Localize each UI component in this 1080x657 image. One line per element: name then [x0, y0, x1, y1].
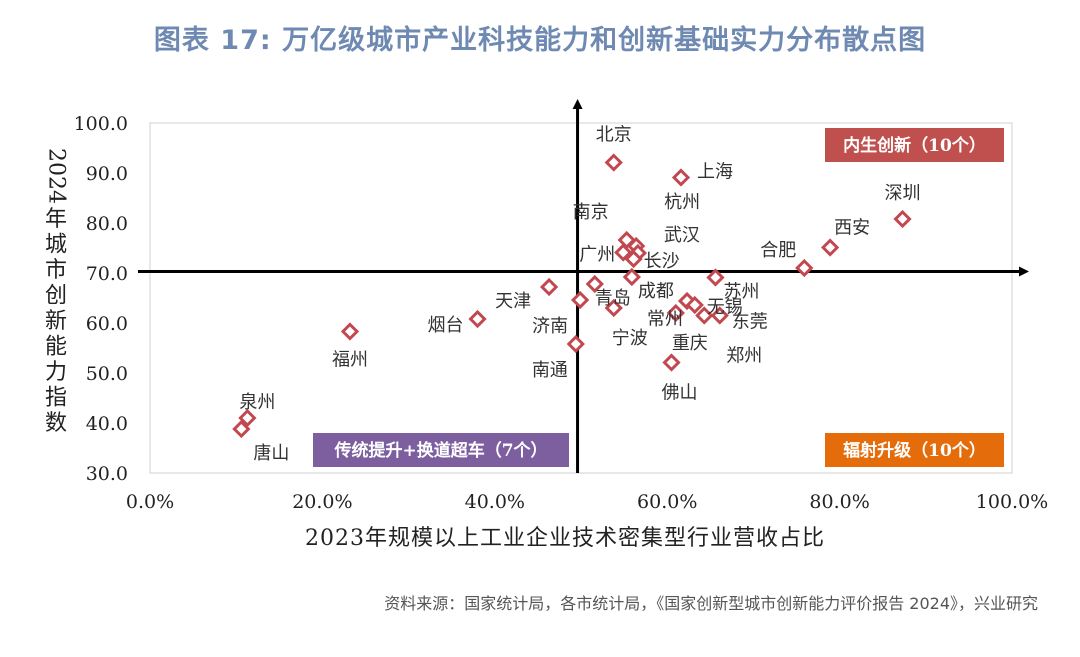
- point-marker: [795, 258, 814, 278]
- point-marker: [604, 298, 623, 318]
- plot-frame: [149, 122, 1013, 474]
- point-marker: [671, 168, 691, 187]
- quadrant-label-bottom-left: 传统提升+换道超车（7个）: [313, 433, 569, 467]
- point-marker: [340, 322, 360, 341]
- y-tick-label: 40.0: [86, 413, 128, 435]
- point-marker: [232, 419, 251, 439]
- y-axis-label-char: 市: [45, 258, 67, 283]
- y-axis-label-year: 2024: [44, 148, 69, 204]
- quadrant-label-text: 传统提升+换道超车（7个）: [333, 440, 547, 461]
- y-axis-label-char: 数: [45, 411, 67, 436]
- point-label: 成都: [638, 281, 674, 302]
- y-axis-label-char: 创: [45, 284, 67, 309]
- y-tick-label: 30.0: [86, 463, 128, 485]
- y-axis-label-char: 指: [45, 386, 67, 411]
- point-marker: [685, 295, 704, 315]
- point-marker: [604, 153, 623, 172]
- quadrant-dividers: [138, 99, 1029, 473]
- y-axis-label-char: 城: [45, 233, 67, 258]
- point-label: 唐山: [253, 443, 289, 464]
- plot-area-border: [149, 122, 1013, 474]
- point-label: 泉州: [239, 392, 275, 413]
- point-marker: [695, 306, 714, 325]
- point-label: 上海: [697, 162, 733, 183]
- point-label: 合肥: [760, 240, 796, 261]
- x-tick-label: 60.0%: [637, 491, 697, 513]
- x-tick-label: 100.0%: [976, 491, 1048, 513]
- chart-title: 图表 17: 万亿级城市产业科技能力和创新基础实力分布散点图: [153, 25, 927, 56]
- data-points: [232, 153, 912, 439]
- point-marker: [539, 277, 559, 297]
- point-marker: [666, 303, 685, 323]
- point-label: 佛山: [662, 383, 698, 404]
- quadrant-labels: 内生创新（10个） 辐射升级（10个） 传统提升+换道超车（7个）: [313, 128, 1004, 467]
- point-label: 南通: [532, 360, 568, 381]
- point-label: 北京: [596, 125, 632, 146]
- point-marker: [566, 334, 585, 354]
- point-label: 西安: [834, 218, 870, 239]
- y-tick-label: 90.0: [86, 163, 128, 185]
- point-marker: [614, 243, 633, 262]
- y-tick-label: 70.0: [86, 263, 128, 285]
- point-label: 东莞: [732, 312, 768, 333]
- point-label: 苏州: [723, 282, 759, 303]
- point-label: 重庆: [672, 333, 708, 354]
- source-note: 资料来源：国家统计局，各市统计局，《国家创新型城市创新能力评价报告 2024》，…: [384, 594, 1038, 613]
- point-marker: [624, 249, 643, 269]
- point-label: 深圳: [885, 183, 921, 204]
- quadrant-label-text: 内生创新（10个）: [843, 135, 986, 156]
- x-tick-label: 80.0%: [809, 491, 869, 513]
- y-tick-label: 100.0: [74, 113, 128, 135]
- y-tick-label: 80.0: [86, 213, 128, 235]
- quadrant-label-box: [825, 433, 1004, 467]
- y-axis-label-char: 力: [45, 360, 67, 385]
- point-label: 福州: [332, 350, 368, 371]
- quadrant-label-bottom-right: 辐射升级（10个）: [825, 433, 1004, 467]
- point-label: 广州: [579, 245, 615, 266]
- point-label: 天津: [495, 291, 531, 312]
- point-marker: [238, 408, 257, 428]
- x-tick-label: 40.0%: [465, 491, 525, 513]
- point-label: 长沙: [644, 251, 680, 272]
- point-marker: [622, 267, 641, 287]
- y-axis-label-char: 能: [45, 335, 67, 360]
- point-label: 常州: [647, 309, 683, 330]
- point-marker: [585, 274, 604, 294]
- point-label: 济南: [532, 316, 568, 337]
- point-marker: [706, 268, 725, 287]
- quadrant-label-box: [313, 433, 569, 467]
- y-tick-label: 60.0: [86, 313, 128, 335]
- point-label: 青岛: [595, 288, 631, 309]
- x-tick-label: 0.0%: [126, 491, 174, 513]
- point-label: 南京: [573, 202, 609, 223]
- point-label: 宁波: [612, 328, 648, 349]
- point-marker: [571, 290, 590, 310]
- point-label: 郑州: [726, 346, 762, 367]
- x-axis-label: 2023年规模以上工业企业技术密集型行业营收占比: [305, 526, 825, 551]
- point-label: 武汉: [664, 225, 700, 246]
- point-label: 烟台: [428, 315, 464, 336]
- point-label: 杭州: [664, 192, 700, 213]
- point-label: 无锡: [707, 297, 743, 318]
- quadrant-label-text: 辐射升级（10个）: [843, 440, 986, 461]
- x-tick-labels: 0.0% 20.0% 40.0% 60.0% 80.0% 100.0%: [126, 491, 1048, 513]
- quadrant-label-top-right: 内生创新（10个）: [825, 128, 1004, 162]
- quadrant-label-box: [825, 128, 1004, 162]
- point-marker: [820, 238, 840, 257]
- y-axis-label-char: 新: [45, 309, 67, 334]
- x-tick-label: 20.0%: [292, 491, 352, 513]
- point-marker: [710, 306, 729, 325]
- y-tick-label: 50.0: [86, 363, 128, 385]
- point-marker: [468, 309, 487, 329]
- y-axis-label-char: 年: [45, 207, 67, 232]
- y-tick-labels: 30.0 40.0 50.0 60.0 70.0 80.0 90.0 100.0: [74, 113, 128, 485]
- point-marker: [893, 209, 912, 229]
- point-marker: [662, 353, 681, 372]
